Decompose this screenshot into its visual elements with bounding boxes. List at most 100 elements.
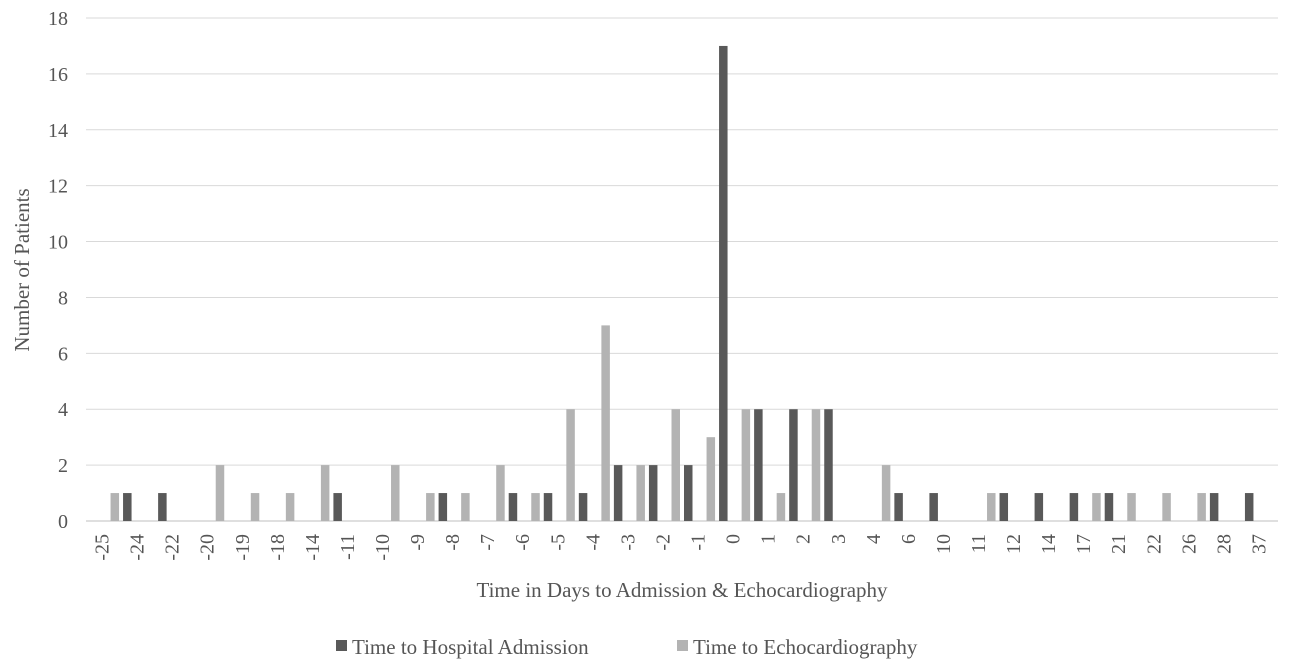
bar-hospital-admission-21: [1104, 493, 1114, 521]
x-tick-label: -3: [617, 534, 639, 551]
y-tick-label: 10: [48, 232, 68, 254]
bars: [110, 45, 1254, 521]
x-tick-label: 26: [1178, 534, 1200, 554]
bar-echocardiography--5: [566, 409, 575, 521]
bar-hospital-admission--2: [648, 465, 658, 521]
bar-hospital-admission-37: [1244, 493, 1254, 521]
bar-echocardiography--1: [706, 437, 716, 521]
bar-hospital-admission--8: [438, 493, 448, 521]
bar-echocardiography--9: [426, 493, 435, 521]
bar-echocardiography-22: [1162, 493, 1171, 521]
bar-echocardiography-26: [1197, 493, 1206, 521]
bar-echocardiography--2: [671, 409, 680, 521]
bar-echocardiography-1: [776, 493, 786, 521]
bar-echocardiography--7: [496, 465, 505, 521]
x-axis-title: Time in Days to Admission & Echocardiogr…: [476, 578, 888, 602]
bar-echocardiography-11: [987, 493, 996, 521]
x-tick-label: 6: [898, 534, 920, 544]
legend-swatch-hospital-admission: [336, 640, 347, 651]
x-tick-label: -9: [407, 534, 429, 551]
x-tick-label: 17: [1073, 534, 1095, 554]
x-tick-label: -22: [162, 534, 184, 561]
bar-echocardiography--4: [601, 325, 610, 521]
x-tick-label: -7: [477, 534, 499, 551]
bar-echocardiography--8: [461, 493, 470, 521]
bar-hospital-admission-12: [999, 493, 1009, 521]
x-tick-label: 21: [1108, 534, 1130, 554]
x-tick-label: 37: [1248, 534, 1270, 554]
x-tick-label: 0: [723, 534, 745, 544]
x-tick-label: -8: [442, 534, 464, 551]
bar-echocardiography--3: [636, 465, 645, 521]
x-tick-label: -5: [547, 534, 569, 551]
y-tick-label: 12: [48, 176, 68, 198]
legend-label-echocardiography: Time to Echocardiography: [693, 635, 918, 659]
x-tick-label: 3: [828, 534, 850, 544]
x-tick-label: 28: [1213, 534, 1235, 554]
x-tick-label: -10: [372, 534, 394, 561]
x-tick-label: -4: [582, 534, 604, 551]
bar-hospital-admission-17: [1069, 493, 1079, 521]
x-tick-label: -6: [512, 534, 534, 551]
y-tick-label: 16: [48, 64, 68, 86]
y-tick-label: 0: [58, 511, 68, 533]
bar-hospital-admission-2: [789, 409, 798, 521]
bar-echocardiography--19: [250, 493, 260, 521]
y-tick-label: 8: [58, 287, 68, 309]
x-tick-label: 14: [1038, 534, 1060, 554]
x-tick-label: -20: [197, 534, 219, 561]
x-tick-label: 4: [863, 534, 885, 544]
x-tick-label: 22: [1143, 534, 1165, 554]
y-axis-tick-labels: 0 2 4 6 8 10 12 14 16 18: [48, 8, 68, 533]
bar-echocardiography-2: [811, 409, 821, 521]
bar-hospital-admission-14: [1034, 493, 1044, 521]
bar-echocardiography-21: [1127, 493, 1136, 521]
bar-echocardiography--10: [391, 465, 400, 521]
bar-hospital-admission-1: [754, 409, 763, 521]
bar-hospital-admission--5: [543, 493, 553, 521]
legend-label-hospital-admission: Time to Hospital Admission: [352, 635, 589, 659]
bar-echocardiography--20: [215, 465, 225, 521]
y-axis-title: Number of Patients: [10, 188, 34, 351]
gridlines: [86, 17, 1278, 522]
x-tick-label: -11: [337, 534, 359, 560]
bar-echocardiography-4: [881, 465, 891, 521]
y-tick-label: 14: [48, 120, 68, 142]
bar-hospital-admission-10: [929, 493, 938, 521]
x-tick-label: -14: [302, 534, 324, 561]
bar-hospital-admission-28: [1209, 493, 1219, 521]
bar-hospital-admission--11: [333, 493, 342, 521]
bar-hospital-admission--6: [508, 493, 518, 521]
legend-swatch-echocardiography: [677, 640, 688, 651]
bar-echocardiography--14: [320, 465, 330, 521]
y-tick-label: 4: [58, 399, 68, 421]
x-tick-label: -18: [267, 534, 289, 561]
bar-hospital-admission--22: [158, 493, 167, 521]
bar-hospital-admission-6: [894, 493, 903, 521]
bar-hospital-admission--1: [684, 465, 693, 521]
y-tick-label: 2: [58, 455, 68, 477]
bar-echocardiography--18: [285, 493, 295, 521]
bar-hospital-admission--24: [123, 493, 132, 521]
x-tick-label: 12: [1003, 534, 1025, 554]
bar-hospital-admission-3: [824, 409, 833, 521]
y-tick-label: 18: [48, 8, 68, 30]
x-tick-label: 10: [933, 534, 955, 554]
x-tick-label: -1: [688, 534, 710, 551]
bar-hospital-admission-0: [719, 45, 728, 521]
x-tick-label: 1: [758, 534, 780, 544]
bar-hospital-admission--4: [578, 493, 588, 521]
x-tick-label: 2: [793, 534, 815, 544]
x-tick-label: 11: [968, 534, 990, 553]
y-tick-label: 6: [58, 343, 68, 365]
x-tick-label: -19: [232, 534, 254, 561]
bar-echocardiography--25: [110, 493, 120, 521]
x-tick-label: -24: [127, 534, 149, 561]
x-tick-label: -2: [652, 534, 674, 551]
bar-echocardiography-17: [1092, 493, 1101, 521]
legend: Time to Hospital Admission Time to Echoc…: [336, 635, 918, 659]
x-axis-tick-labels: -25 -24 -22 -20 -19 -18 -14 -11 -10 -9 -8 -7 -6 -5 -4-…: [92, 534, 1271, 561]
x-tick-label: -25: [92, 534, 114, 561]
bar-hospital-admission--3: [613, 465, 623, 521]
